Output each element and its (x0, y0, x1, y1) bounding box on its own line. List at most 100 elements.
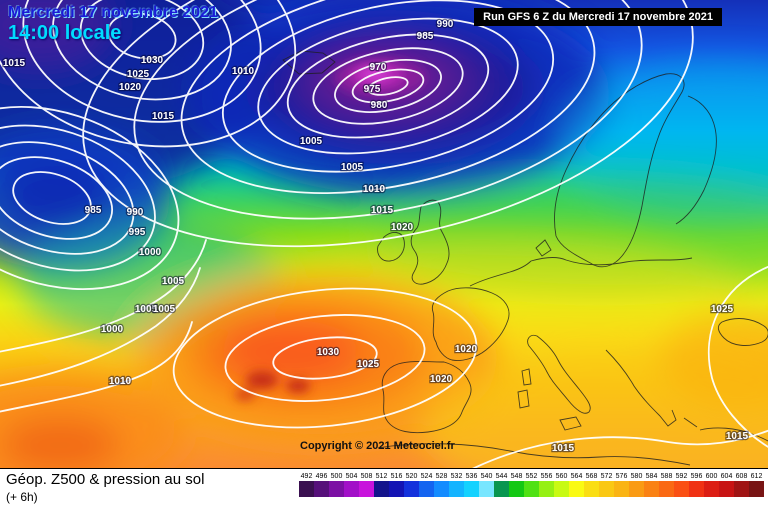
isobar-label: 1030 (317, 347, 340, 358)
scale-swatch (299, 481, 314, 497)
scale-value: 560 (555, 473, 568, 480)
isobar-label: 1030 (141, 55, 164, 66)
scale-cell: 564 (569, 472, 584, 497)
scale-cell: 532 (449, 472, 464, 497)
isobar-label: 1000 (101, 324, 124, 335)
isobar-label: 1015 (371, 205, 394, 216)
footer-bar: Géop. Z500 & pression au sol (+ 6h) 492 4… (0, 468, 768, 512)
scale-cell: 512 (374, 472, 389, 497)
coastline-balkans (605, 349, 698, 428)
scale-value: 600 (705, 473, 718, 480)
isobar-label: 1015 (552, 443, 575, 454)
scale-cell: 544 (494, 472, 509, 497)
scale-swatch (434, 481, 449, 497)
isobar-label: 980 (371, 100, 388, 111)
scale-value: 524 (420, 473, 433, 480)
scale-swatch (479, 481, 494, 497)
scale-value: 500 (330, 473, 343, 480)
scale-swatch (614, 481, 629, 497)
scale-swatch (659, 481, 674, 497)
isobar-label: 1005 (162, 276, 185, 287)
scale-cell: 600 (704, 472, 719, 497)
scale-cell: 548 (509, 472, 524, 497)
scale-cell: 508 (359, 472, 374, 497)
scale-cell: 528 (434, 472, 449, 497)
coastline-iceland (282, 50, 336, 75)
isobar-label: 985 (417, 31, 434, 42)
scale-value: 504 (345, 473, 358, 480)
isobar-label: 1010 (363, 184, 386, 195)
scale-swatch (584, 481, 599, 497)
coastline-italy (527, 334, 591, 414)
isobar-contours-high (172, 287, 478, 429)
isobar-label: 1015 (3, 58, 26, 69)
forecast-offset: (+ 6h) (6, 489, 38, 504)
scale-cell: 580 (629, 472, 644, 497)
scale-cell: 520 (404, 472, 419, 497)
scale-value: 592 (675, 473, 688, 480)
scale-swatch (629, 481, 644, 497)
coastline-ireland (377, 232, 405, 262)
footer-left: Géop. Z500 & pression au sol (+ 6h) (6, 471, 204, 505)
scale-cell: 560 (554, 472, 569, 497)
isobar-label: 1025 (357, 359, 380, 370)
scale-value: 536 (465, 473, 478, 480)
scale-value: 520 (405, 473, 418, 480)
scale-swatch (389, 481, 404, 497)
color-scale: 492 496 500 504 508 512 516 520 524 528 532 536 540 5… (299, 472, 764, 497)
scale-value: 540 (480, 473, 493, 480)
coastline-anatolia (699, 427, 768, 442)
coastlines (282, 50, 768, 466)
scale-swatch (344, 481, 359, 497)
scale-value: 596 (690, 473, 703, 480)
scale-value: 548 (510, 473, 523, 480)
coastline-north-africa (377, 443, 691, 466)
scale-value: 604 (720, 473, 733, 480)
isobar-contours (0, 0, 768, 468)
isobar-label: 1020 (391, 222, 414, 233)
scale-cell: 496 (314, 472, 329, 497)
isobar-contours-left-low (0, 105, 180, 291)
isobar-label: 1005 (153, 304, 176, 315)
isobar-label: 1020 (119, 82, 142, 93)
isobar-label: 1025 (127, 69, 150, 80)
scale-swatch (404, 481, 419, 497)
scale-cell: 568 (584, 472, 599, 497)
scale-swatch (449, 481, 464, 497)
map-title: Géop. Z500 & pression au sol (6, 471, 205, 488)
isobar-label: 1005 (135, 304, 158, 315)
scale-value: 516 (390, 473, 403, 480)
isobar-label: 1020 (455, 344, 478, 355)
scale-swatch (539, 481, 554, 497)
scale-swatch (674, 481, 689, 497)
scale-cell: 516 (389, 472, 404, 497)
isobar-label: 970 (370, 62, 387, 73)
scale-value: 608 (735, 473, 748, 480)
isobar-contours-ridge-nw (0, 0, 297, 148)
scale-value: 496 (315, 473, 328, 480)
coastline-sardinia (517, 389, 530, 409)
scale-value: 512 (375, 473, 388, 480)
scale-value: 576 (615, 473, 628, 480)
isobar-label: 1015 (152, 111, 175, 122)
scale-swatch (374, 481, 389, 497)
scale-swatch (314, 481, 329, 497)
scale-cell: 584 (644, 472, 659, 497)
isobar-label: 1020 (430, 374, 453, 385)
isobar-label: 1005 (341, 162, 364, 173)
isobar-label: 1010 (232, 66, 255, 77)
isobar-label: 1010 (109, 376, 132, 387)
isobar-label: 985 (85, 205, 102, 216)
isobar-label: 995 (129, 227, 146, 238)
map-svg: 1030102510201015101510109909859709759801… (0, 0, 768, 468)
scale-swatch (419, 481, 434, 497)
scale-cell: 604 (719, 472, 734, 497)
map-area: 1030 1025 1020 1015 1015 1010 990 985 970 975 980 1… (0, 0, 768, 468)
scale-value: 568 (585, 473, 598, 480)
scale-value: 492 (300, 473, 313, 480)
scale-value: 532 (450, 473, 463, 480)
scale-value: 552 (525, 473, 538, 480)
scale-value: 508 (360, 473, 373, 480)
coastline-iberia (381, 361, 472, 434)
